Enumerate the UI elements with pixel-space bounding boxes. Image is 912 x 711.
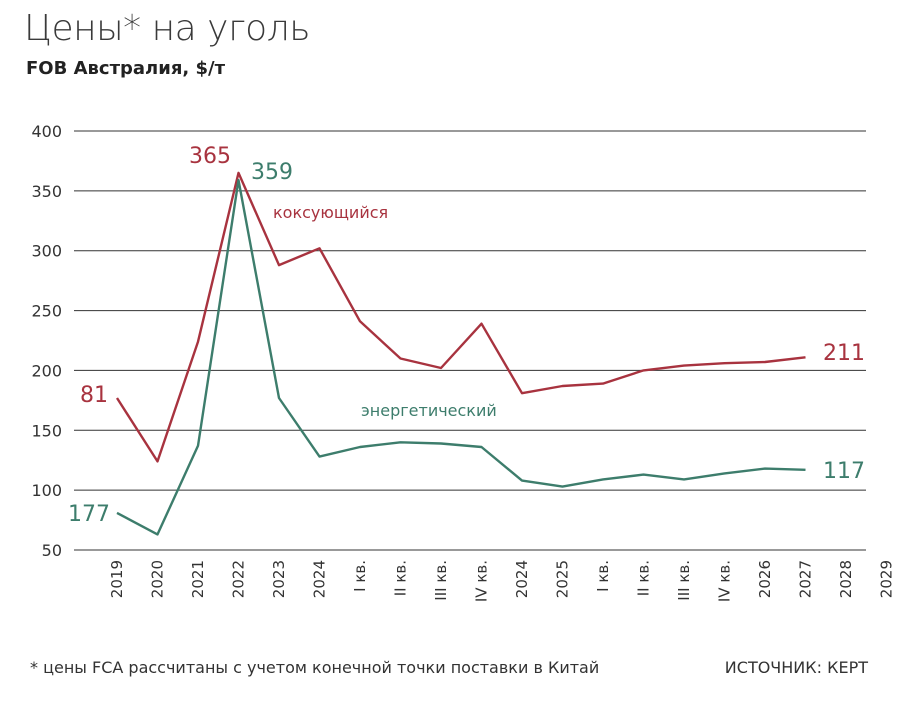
x-tick-label: 2028 <box>837 560 855 598</box>
y-tick-label: 300 <box>31 242 62 261</box>
series-label-thermal: энергетический <box>361 401 497 420</box>
y-tick-label: 400 <box>31 122 62 141</box>
y-tick-label: 100 <box>31 481 62 500</box>
data-label: 117 <box>823 459 865 484</box>
x-tick-label: 2022 <box>230 560 248 598</box>
x-tick-label: 2023 <box>270 560 288 598</box>
x-tick-label: 2025 <box>554 560 572 598</box>
chart-title: Цены* на уголь <box>24 8 310 49</box>
x-tick-label: II кв. <box>392 560 410 596</box>
x-tick-label: 2020 <box>149 560 167 598</box>
y-tick-label: 350 <box>31 182 62 201</box>
chart-subtitle: FOB Австралия, $/т <box>26 58 226 79</box>
x-tick-label: 2029 <box>878 560 896 598</box>
x-tick-label: 2021 <box>189 560 207 598</box>
x-tick-label: II кв. <box>635 560 653 596</box>
series-label-coking: коксующийся <box>273 203 388 222</box>
y-tick-label: 250 <box>31 302 62 321</box>
x-tick-label: 2026 <box>756 560 774 598</box>
footnote: * цены FCA рассчитаны с учетом конечной … <box>30 658 600 677</box>
source-label: ИСТОЧНИК: КЕРТ <box>724 658 868 677</box>
x-tick-label: IV кв. <box>473 560 491 602</box>
x-tick-label: III кв. <box>675 560 693 601</box>
x-tick-label: 2027 <box>797 560 815 598</box>
data-label: 365 <box>189 144 231 169</box>
data-label: 211 <box>823 341 865 366</box>
series-line-thermal <box>116 178 806 536</box>
x-tick-label: IV кв. <box>716 560 734 602</box>
x-tick-label: 2024 <box>311 560 329 598</box>
data-label: 359 <box>251 160 293 185</box>
x-tick-label: I кв. <box>594 560 612 592</box>
y-tick-label: 50 <box>42 541 62 560</box>
data-label: 81 <box>80 383 108 408</box>
x-tick-label: I кв. <box>351 560 369 592</box>
data-label: 177 <box>68 502 110 527</box>
y-tick-label: 150 <box>31 421 62 440</box>
series-line-coking <box>115 171 806 463</box>
y-tick-label: 200 <box>31 361 62 380</box>
x-tick-label: 2019 <box>108 560 126 598</box>
x-tick-label: 2024 <box>513 560 531 598</box>
x-tick-label: III кв. <box>432 560 450 601</box>
